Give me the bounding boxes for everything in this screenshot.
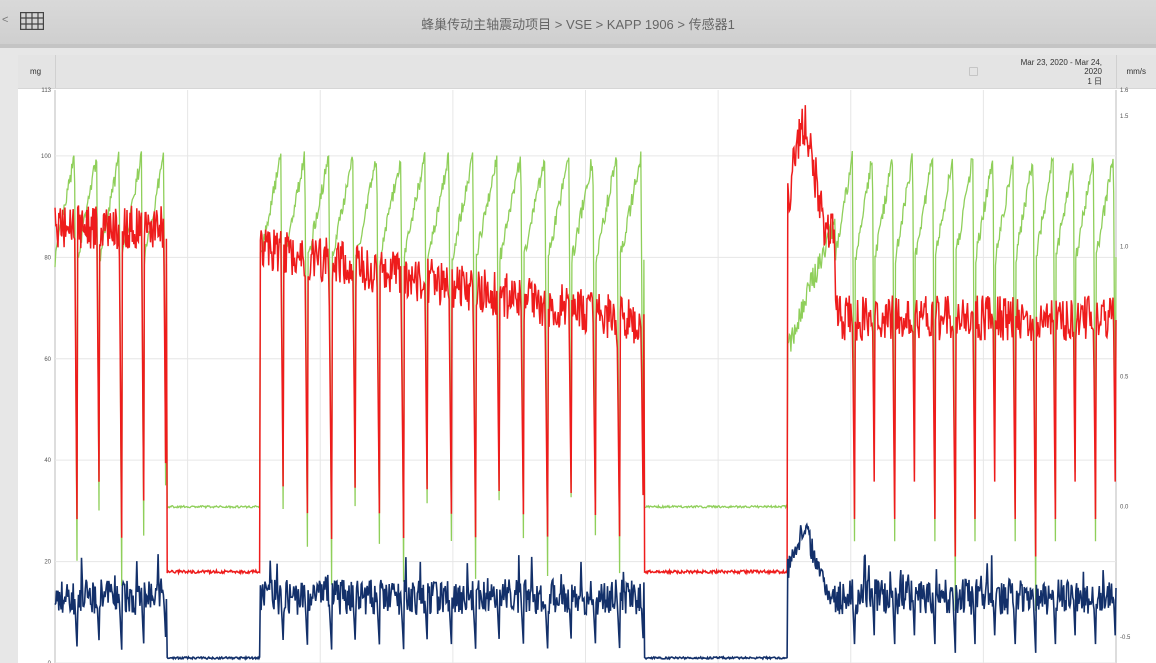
date-range[interactable]: Mar 23, 2020 - Mar 24, 2020	[982, 58, 1102, 76]
strip-divider-left	[55, 55, 56, 88]
grid-view-icon[interactable]	[20, 12, 44, 30]
vibration-line-chart[interactable]: 0 20 40 60 80 100 113 -0.5 0.0 0.5 1.0 1.5 1.6	[18, 55, 1156, 663]
right-tick-label-3: 1.0	[1120, 244, 1129, 250]
chart-header-strip: mg Mar 23, 2020 - Mar 24, 2020 1 日 mm/s	[18, 55, 1156, 89]
top-bar: < 蜂巢传动主轴震动项目 > VSE > KAPP 1906 > 传感器1	[0, 0, 1156, 48]
strip-divider-right	[1116, 55, 1117, 88]
zoom-reset-icon[interactable]	[969, 67, 978, 76]
left-tick-label-4: 80	[44, 255, 51, 261]
chart-panel: mg Mar 23, 2020 - Mar 24, 2020 1 日 mm/s …	[18, 55, 1156, 663]
right-axis-unit: mm/s	[1126, 67, 1146, 76]
back-arrow-icon[interactable]: <	[2, 14, 9, 26]
series-line-green	[54, 150, 1117, 611]
left-tick-label-0: 0	[48, 661, 52, 663]
breadcrumb[interactable]: 蜂巢传动主轴震动项目 > VSE > KAPP 1906 > 传感器1	[421, 17, 735, 32]
series-line-navy	[54, 522, 1117, 661]
date-range-line1: Mar 23, 2020 - Mar 24,	[1020, 58, 1102, 67]
right-tick-label-4: 1.5	[1120, 114, 1129, 120]
left-axis-unit: mg	[30, 67, 42, 76]
left-tick-label-2: 40	[44, 458, 51, 464]
left-tick-label-6: 113	[41, 88, 51, 94]
left-tick-label-5: 100	[41, 154, 52, 160]
right-tick-label-5: 1.6	[1120, 88, 1129, 94]
series-line-red	[54, 105, 1117, 576]
left-tick-label-1: 20	[44, 560, 51, 566]
left-tick-label-3: 60	[44, 357, 51, 363]
right-tick-label-0: -0.5	[1120, 635, 1131, 641]
right-tick-label-1: 0.0	[1120, 505, 1129, 511]
right-tick-label-2: 0.5	[1120, 375, 1129, 381]
date-range-line2: 2020	[1084, 67, 1102, 76]
period-label[interactable]: 1 日	[1087, 77, 1102, 86]
